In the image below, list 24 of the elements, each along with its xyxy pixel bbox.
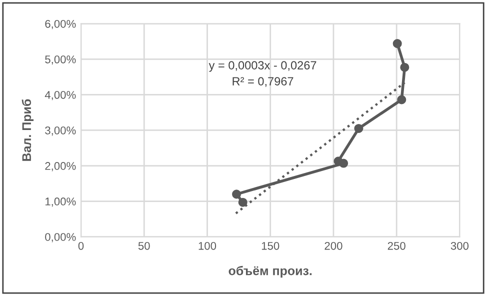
y-tick-label: 3,00% xyxy=(45,126,76,136)
point xyxy=(238,198,248,207)
annotation: y = 0,0003x - 0,0267 xyxy=(208,61,316,72)
x-tick-label: 0 xyxy=(78,242,84,250)
x-tick-label: 200 xyxy=(324,242,342,250)
point xyxy=(392,39,402,48)
point xyxy=(232,190,242,199)
y-tick-label: 2,00% xyxy=(45,162,76,172)
y-tick-label: 4,00% xyxy=(44,90,76,100)
y-axis-title: Вал. Приб xyxy=(22,99,34,161)
x-axis-title: объём произ. xyxy=(228,266,312,278)
point xyxy=(400,62,410,72)
y-tick-label: 5,00% xyxy=(45,55,76,65)
y-tick-label: 6,00% xyxy=(45,20,76,30)
y-tick-label: 0,00% xyxy=(45,233,76,242)
x-tick-label: 100 xyxy=(198,242,216,250)
x-tick-label: 300 xyxy=(450,242,469,250)
x-tick-label: 150 xyxy=(262,242,280,250)
x-tick-label: 50 xyxy=(138,242,150,250)
point xyxy=(397,95,406,104)
y-tick-label: 1,00% xyxy=(45,198,76,207)
annotation: R² = 0,7967 xyxy=(232,77,294,87)
x-tick-label: 250 xyxy=(388,242,406,250)
point xyxy=(354,124,364,133)
